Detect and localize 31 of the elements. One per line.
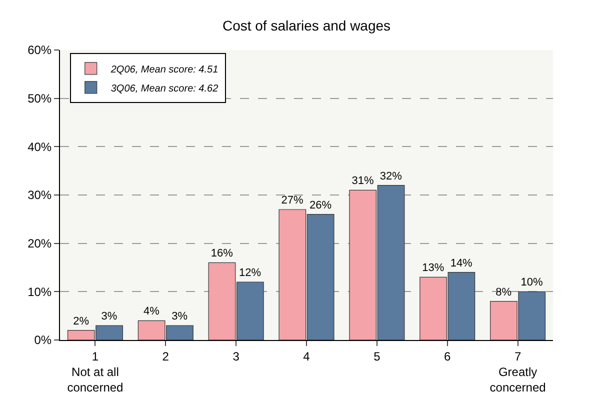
x-tick-label: 4 bbox=[303, 349, 310, 364]
legend-label: 2Q06, Mean score: 4.51 bbox=[110, 64, 218, 76]
data-label: 14% bbox=[450, 257, 473, 270]
data-label: 3% bbox=[172, 310, 188, 322]
data-label: 3% bbox=[101, 310, 118, 322]
data-label: 12% bbox=[239, 267, 262, 279]
data-label: 32% bbox=[380, 170, 402, 182]
x-tick-label: 1 Not at all concerned bbox=[67, 349, 124, 395]
data-label: 10% bbox=[520, 276, 543, 289]
chart-title: Cost of salaries and wages bbox=[222, 18, 391, 34]
data-label: 13% bbox=[422, 262, 444, 274]
data-label: 8% bbox=[496, 286, 512, 298]
data-label: 27% bbox=[281, 194, 304, 206]
data-label: 4% bbox=[144, 306, 160, 318]
y-tick-label: 20% bbox=[28, 236, 52, 251]
y-tick-label: 0% bbox=[34, 333, 52, 348]
x-tick-label: 6 bbox=[444, 349, 452, 364]
x-tick-label: 5 bbox=[374, 349, 381, 364]
data-label: 31% bbox=[352, 175, 374, 188]
y-tick-label: 30% bbox=[28, 188, 52, 202]
x-tick-label: 3 bbox=[232, 349, 240, 364]
y-tick-label: 50% bbox=[28, 92, 52, 106]
x-tick-label: 2 bbox=[162, 349, 170, 364]
data-label: 26% bbox=[309, 199, 332, 212]
data-label: 16% bbox=[210, 248, 234, 260]
y-tick-label: 60% bbox=[28, 43, 52, 58]
y-tick-label: 40% bbox=[28, 140, 52, 154]
x-tick-label: 7 Greatly concerned bbox=[490, 349, 546, 395]
data-label: 2% bbox=[73, 315, 90, 328]
legend-label: 3Q06, Mean score: 4.62 bbox=[110, 83, 219, 94]
y-tick-label: 10% bbox=[28, 284, 52, 299]
